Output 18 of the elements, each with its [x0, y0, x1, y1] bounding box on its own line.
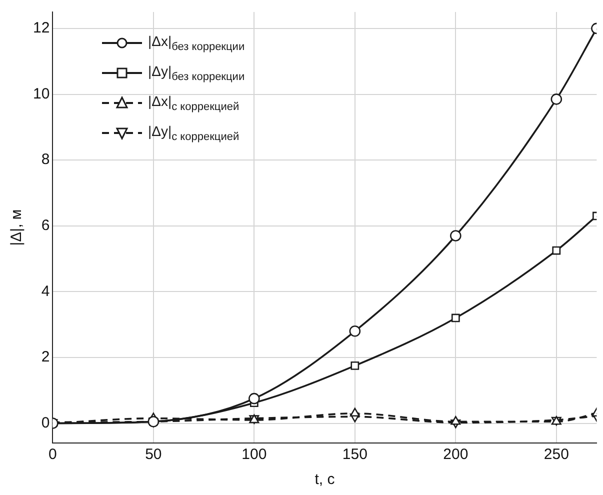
legend-label: |Δy|$_{с коррекцией}$: [148, 123, 240, 143]
y-tick-label: 8: [41, 151, 50, 168]
y-tick-label: 6: [41, 216, 50, 234]
y-tick-label: 0: [41, 414, 50, 432]
x-axis-title: t, c: [314, 471, 336, 488]
x-tick-label: 50: [145, 446, 162, 464]
x-tick-label: 200: [443, 446, 468, 464]
legend-label: |Δy|$_{без коррекции}$: [148, 63, 245, 83]
x-tick-label: 250: [544, 446, 569, 464]
y-tick-label: 2: [41, 348, 50, 366]
y-tick-label: 10: [32, 85, 50, 102]
legend-label: |Δx|$_{с коррекцией}$: [148, 93, 240, 113]
x-tick-label: 150: [342, 446, 368, 464]
x-tick-label: 100: [242, 446, 267, 464]
y-tick-label: 12: [32, 20, 50, 37]
legend-label: |Δx|$_{без коррекции}$: [148, 33, 245, 53]
y-tick-label: 4: [41, 282, 50, 300]
y-axis-title: |Δ|, м: [8, 209, 26, 246]
